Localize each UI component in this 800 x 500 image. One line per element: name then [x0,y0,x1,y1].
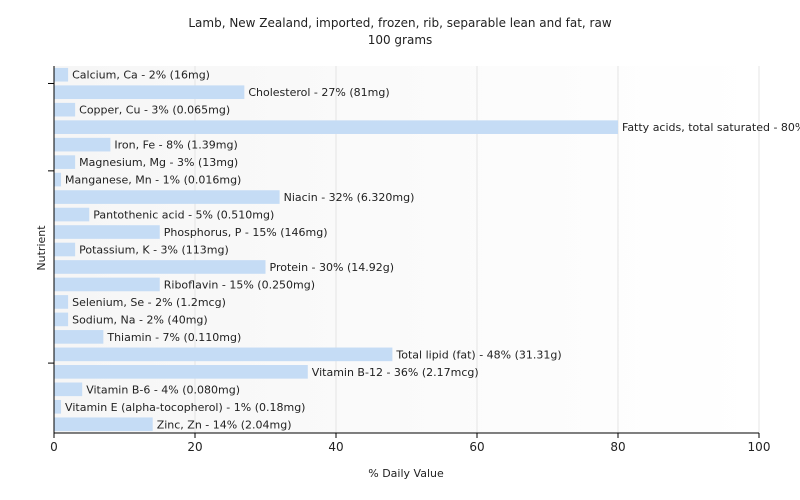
bar [54,347,393,362]
bar-label: Copper, Cu - 3% (0.065mg) [79,104,230,117]
x-tick-label: 20 [187,440,202,454]
x-tick-label: 60 [469,440,484,454]
x-tick-label: 40 [328,440,343,454]
bar-label: Total lipid (fat) - 48% (31.31g) [395,348,561,361]
bar-label: Cholesterol - 27% (81mg) [248,86,389,99]
bar [54,85,245,100]
bar-label: Vitamin B-12 - 36% (2.17mcg) [312,366,479,379]
bar-label: Fatty acids, total saturated - 80% (15.9… [622,121,800,134]
x-tick-label: 100 [748,440,771,454]
bar-label: Calcium, Ca - 2% (16mg) [72,69,210,82]
bar [54,172,62,187]
bars: Calcium, Ca - 2% (16mg) Cholesterol - 27%… [54,67,800,432]
bar [54,120,618,134]
bar [54,207,90,222]
bar-label: Vitamin E (alpha-tocopherol) - 1% (0.18m… [65,401,305,414]
bar [54,190,280,204]
bar [54,399,62,414]
bar [54,225,160,239]
bar [54,330,104,344]
bar [54,102,76,117]
axes: 0 20 40 60 80 100 [48,66,770,454]
bar-label: Vitamin B-6 - 4% (0.080mg) [86,383,240,396]
bar-label: Phosphorus, P - 15% (146mg) [164,226,328,239]
x-axis-label: % Daily Value [368,467,444,480]
bar [54,382,83,397]
bar-label: Iron, Fe - 8% (1.39mg) [114,139,237,152]
bar [54,277,160,292]
bar-label: Potassium, K - 3% (113mg) [79,244,229,257]
bar [54,242,76,257]
bar-label: Zinc, Zn - 14% (2.04mg) [157,418,292,431]
bar [54,260,266,274]
chart-title: Lamb, New Zealand, imported, frozen, rib… [188,16,611,30]
bar-label: Thiamin - 7% (0.110mg) [106,331,241,344]
bar-label: Selenium, Se - 2% (1.2mcg) [72,296,226,309]
bar [54,137,111,152]
bar [54,295,69,309]
bar-label: Protein - 30% (14.92g) [270,261,395,274]
bar-label: Sodium, Na - 2% (40mg) [72,313,208,326]
x-tick-label: 80 [610,440,625,454]
bar-label: Magnesium, Mg - 3% (13mg) [79,156,238,169]
bar [54,155,76,169]
bar [54,365,308,379]
bar-label: Manganese, Mn - 1% (0.016mg) [65,174,241,187]
bar [54,312,69,327]
bar [54,417,153,432]
bar-label: Niacin - 32% (6.320mg) [284,191,415,204]
bar-label: Riboflavin - 15% (0.250mg) [164,278,315,291]
y-axis-label: Nutrient [35,225,48,271]
chart-subtitle: 100 grams [368,33,433,47]
x-tick-label: 0 [50,440,58,454]
bar-label: Pantothenic acid - 5% (0.510mg) [93,209,274,222]
bar [54,67,69,82]
